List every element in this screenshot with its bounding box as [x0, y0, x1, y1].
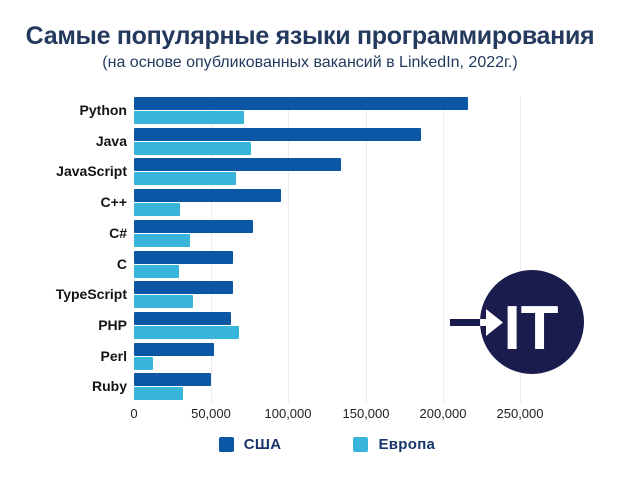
category-label-c++: C++: [100, 194, 127, 210]
bar-usa-java: [134, 128, 421, 141]
gridline: [366, 96, 367, 403]
x-tick-label: 100,000: [264, 406, 312, 421]
legend-label-europe: Европа: [378, 435, 436, 453]
it-logo: IT: [450, 270, 584, 374]
bar-usa-php: [134, 312, 231, 325]
legend-label-usa: США: [243, 435, 282, 453]
bar-usa-perl: [134, 343, 214, 356]
bar-europe-ruby: [134, 387, 183, 400]
category-label-c: C: [116, 256, 127, 272]
chart-subtitle: (на основе опубликованных вакансий в Lin…: [102, 54, 518, 71]
gridline: [288, 96, 289, 403]
category-label-python: Python: [79, 102, 127, 118]
logo-circle: [480, 270, 584, 374]
category-label-java: Java: [95, 133, 127, 149]
legend-item-europe: Европа: [353, 436, 435, 453]
x-tick-label: 0: [130, 406, 138, 421]
x-axis: 0 50,000 100,000 150,000 200,000 250,000: [0, 406, 620, 424]
bar-europe-python: [134, 111, 244, 124]
y-axis-labels: Python Java JavaScript C++ C# C TypeScript PHP P…: [0, 96, 127, 404]
x-tick-label: 150,000: [342, 406, 390, 421]
bar-usa-python: [134, 97, 468, 110]
bar-usa-ruby: [134, 373, 211, 386]
bar-usa-c#: [134, 220, 253, 233]
usa-swatch: [218, 436, 234, 452]
chart-title: Самые популярные языки программирования: [25, 22, 595, 50]
category-label-c#: C#: [109, 225, 127, 241]
category-label-perl: Perl: [100, 348, 127, 364]
bar-europe-typescript: [134, 295, 193, 308]
gridline: [211, 96, 212, 403]
category-label-javascript: JavaScript: [56, 163, 127, 179]
x-tick-label: 50,000: [191, 406, 231, 421]
category-label-typescript: TypeScript: [55, 286, 127, 302]
bar-europe-c++: [134, 203, 180, 216]
bar-usa-javascript: [134, 158, 341, 171]
gridline: [520, 96, 521, 403]
legend-item-usa: США: [218, 435, 282, 453]
right-arrow-icon-inner: [480, 309, 503, 336]
bar-usa-c: [134, 251, 233, 264]
bar-europe-java: [134, 142, 251, 155]
gridline: [443, 96, 444, 403]
category-label-php: PHP: [98, 317, 127, 333]
bar-usa-typescript: [134, 281, 233, 294]
bar-europe-javascript: [134, 172, 236, 185]
bar-europe-c#: [134, 234, 190, 247]
bar-europe-c: [134, 265, 179, 278]
bar-usa-c++: [134, 189, 281, 202]
logo-text: IT: [503, 294, 558, 363]
plot-area: [134, 96, 521, 403]
bar-europe-perl: [134, 357, 153, 370]
category-label-ruby: Ruby: [92, 378, 127, 394]
europe-swatch: [353, 436, 369, 452]
x-tick-label: 250,000: [496, 406, 544, 421]
legend: США Европа: [134, 434, 520, 454]
x-tick-label: 200,000: [419, 406, 467, 421]
bar-europe-php: [134, 326, 239, 339]
